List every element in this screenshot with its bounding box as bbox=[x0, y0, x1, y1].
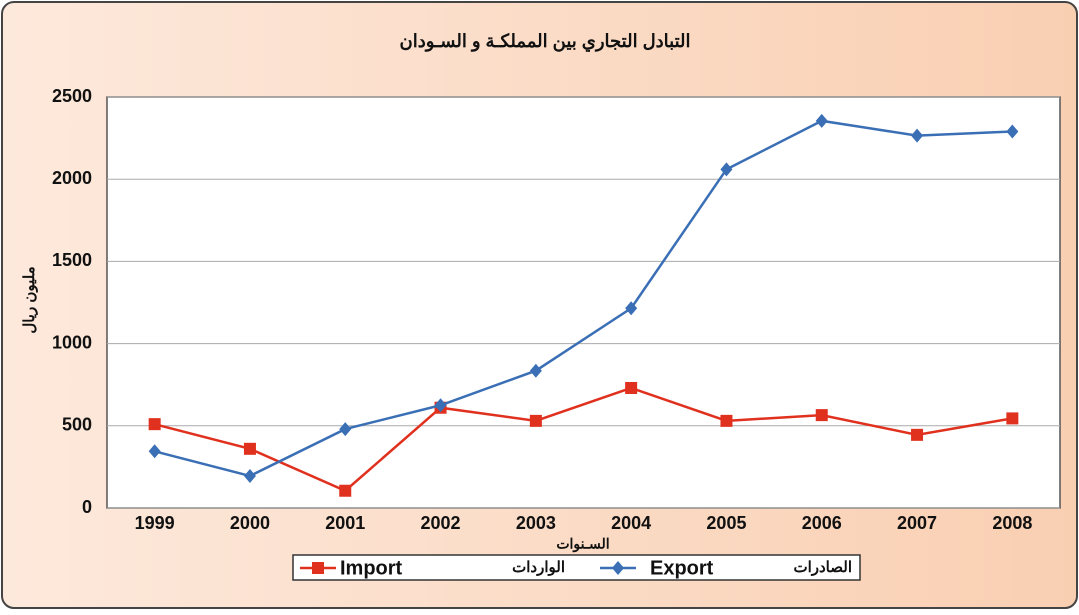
x-tick-label: 2001 bbox=[325, 513, 365, 533]
marker bbox=[625, 301, 638, 316]
series-line bbox=[154, 386, 1013, 493]
marker bbox=[434, 398, 447, 413]
x-tick-label: 2007 bbox=[897, 513, 937, 533]
x-tick-label: 2002 bbox=[421, 513, 461, 533]
x-tick-label: 2006 bbox=[802, 513, 842, 533]
marker bbox=[625, 381, 638, 394]
x-tick-label: 2003 bbox=[516, 513, 556, 533]
x-tick-label: 2008 bbox=[992, 513, 1032, 533]
marker bbox=[529, 414, 542, 427]
chart-title: التبادل التجاري بين المملكـة و السـودان bbox=[399, 31, 690, 52]
y-tick-label: 0 bbox=[82, 497, 92, 517]
y-tick-label: 500 bbox=[62, 415, 92, 435]
marker bbox=[720, 162, 733, 177]
marker bbox=[148, 418, 161, 431]
legend-label: Export bbox=[650, 557, 714, 579]
legend-marker bbox=[612, 561, 624, 575]
series-line bbox=[154, 119, 1013, 478]
marker bbox=[339, 484, 352, 497]
y-axis-label: مليون ريال bbox=[21, 266, 38, 333]
legend-label: Import bbox=[340, 557, 403, 579]
legend-label-ar: الواردات bbox=[512, 559, 565, 576]
x-tick-label: 2000 bbox=[230, 513, 270, 533]
marker bbox=[1006, 412, 1019, 425]
x-axis-label: السـنوات bbox=[556, 536, 609, 553]
x-tick-label: 2004 bbox=[611, 513, 651, 533]
marker bbox=[529, 363, 542, 378]
marker bbox=[243, 442, 256, 455]
legend bbox=[292, 554, 861, 581]
marker bbox=[815, 113, 828, 128]
marker bbox=[720, 414, 733, 427]
x-tick-label: 1999 bbox=[135, 513, 175, 533]
y-tick-label: 2500 bbox=[52, 86, 92, 106]
plot-area bbox=[106, 96, 1061, 509]
x-tick-label: 2005 bbox=[706, 513, 746, 533]
marker bbox=[1006, 124, 1019, 139]
legend-label-ar: الصادرات bbox=[793, 559, 852, 576]
legend-marker bbox=[312, 562, 324, 574]
marker bbox=[911, 428, 924, 441]
y-tick-label: 1500 bbox=[52, 250, 92, 270]
marker bbox=[339, 422, 352, 437]
y-tick-label: 1000 bbox=[52, 332, 92, 352]
marker bbox=[911, 128, 924, 143]
y-tick-label: 2000 bbox=[52, 168, 92, 188]
marker bbox=[815, 409, 828, 422]
marker bbox=[148, 444, 161, 459]
marker bbox=[243, 468, 256, 483]
